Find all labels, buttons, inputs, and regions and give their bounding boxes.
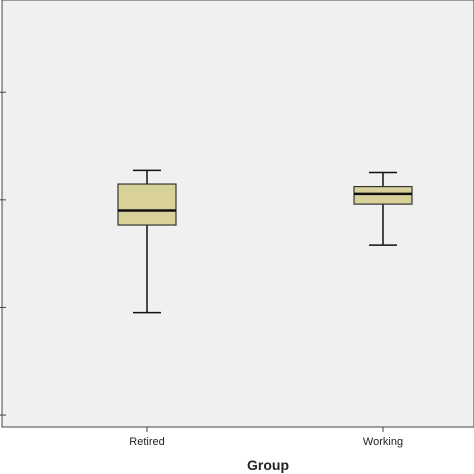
iqr-box xyxy=(353,185,413,205)
x-tick-labels: Retired Working xyxy=(129,436,403,448)
iqr-box xyxy=(117,183,177,226)
x-axis-title: Group xyxy=(247,457,289,473)
box-retired xyxy=(117,169,177,314)
plot-area xyxy=(1,0,474,428)
x-axis-ticks xyxy=(146,427,384,432)
x-tick-label-retired: Retired xyxy=(129,436,164,448)
box-working xyxy=(353,171,413,246)
x-tick-label-working: Working xyxy=(363,436,403,448)
boxes-layer xyxy=(117,169,413,314)
y-axis-ticks xyxy=(0,91,6,416)
